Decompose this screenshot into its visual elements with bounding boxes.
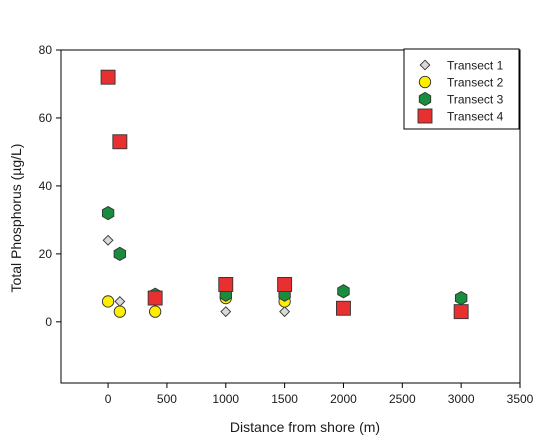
data-point bbox=[101, 205, 115, 221]
data-point bbox=[147, 290, 163, 306]
data-point bbox=[279, 306, 291, 318]
data-point bbox=[453, 304, 469, 320]
data-point bbox=[102, 234, 114, 246]
x-tick-label: 500 bbox=[157, 392, 177, 406]
legend-label: Transect 3 bbox=[447, 93, 504, 107]
data-point bbox=[113, 305, 126, 318]
series-transect-4 bbox=[100, 69, 469, 320]
plot-area bbox=[60, 49, 521, 384]
y-tick-label: 20 bbox=[39, 247, 53, 261]
data-point bbox=[218, 277, 234, 292]
data-point bbox=[454, 290, 468, 306]
y-tick-label: 80 bbox=[39, 43, 53, 57]
legend-marker bbox=[418, 91, 432, 107]
x-tick-label: 0 bbox=[105, 392, 112, 406]
legend-marker bbox=[417, 108, 433, 124]
x-tick-label: 1500 bbox=[271, 392, 298, 406]
data-point bbox=[101, 295, 115, 308]
data-point bbox=[337, 284, 350, 299]
series-transect-2 bbox=[101, 291, 291, 318]
y-tick-label: 0 bbox=[45, 315, 52, 329]
y-tick-label: 40 bbox=[39, 179, 53, 193]
x-tick-label: 3500 bbox=[507, 392, 534, 406]
data-points bbox=[100, 69, 469, 320]
legend-marker bbox=[418, 75, 432, 89]
legend-marker bbox=[419, 59, 431, 71]
y-axis-label: Total Phosphorus (µg/L) bbox=[8, 144, 24, 293]
y-tick-label: 60 bbox=[39, 111, 53, 125]
x-axis: 0 500 1000 1500 2000 2500 3000 3500 bbox=[105, 383, 534, 406]
data-point bbox=[149, 305, 162, 318]
x-tick-label: 3000 bbox=[448, 392, 475, 406]
legend-label: Transect 2 bbox=[447, 76, 504, 90]
series-transect-1 bbox=[102, 234, 291, 318]
legend-label: Transect 4 bbox=[447, 110, 504, 124]
y-axis: 0 20 40 60 80 bbox=[39, 43, 61, 329]
data-point bbox=[336, 300, 351, 316]
x-axis-label: Distance from shore (m) bbox=[230, 419, 380, 435]
data-point bbox=[113, 246, 127, 262]
data-point bbox=[277, 277, 293, 292]
data-point bbox=[220, 306, 232, 318]
x-tick-label: 2000 bbox=[330, 392, 357, 406]
data-point bbox=[114, 296, 126, 307]
x-tick-label: 1000 bbox=[212, 392, 239, 406]
legend: Transect 1 Transect 2 Transect 3 Transect 4 bbox=[403, 48, 520, 130]
x-tick-label: 2500 bbox=[389, 392, 416, 406]
legend-label: Transect 1 bbox=[447, 59, 504, 73]
data-point bbox=[112, 134, 128, 150]
data-point bbox=[100, 69, 116, 85]
